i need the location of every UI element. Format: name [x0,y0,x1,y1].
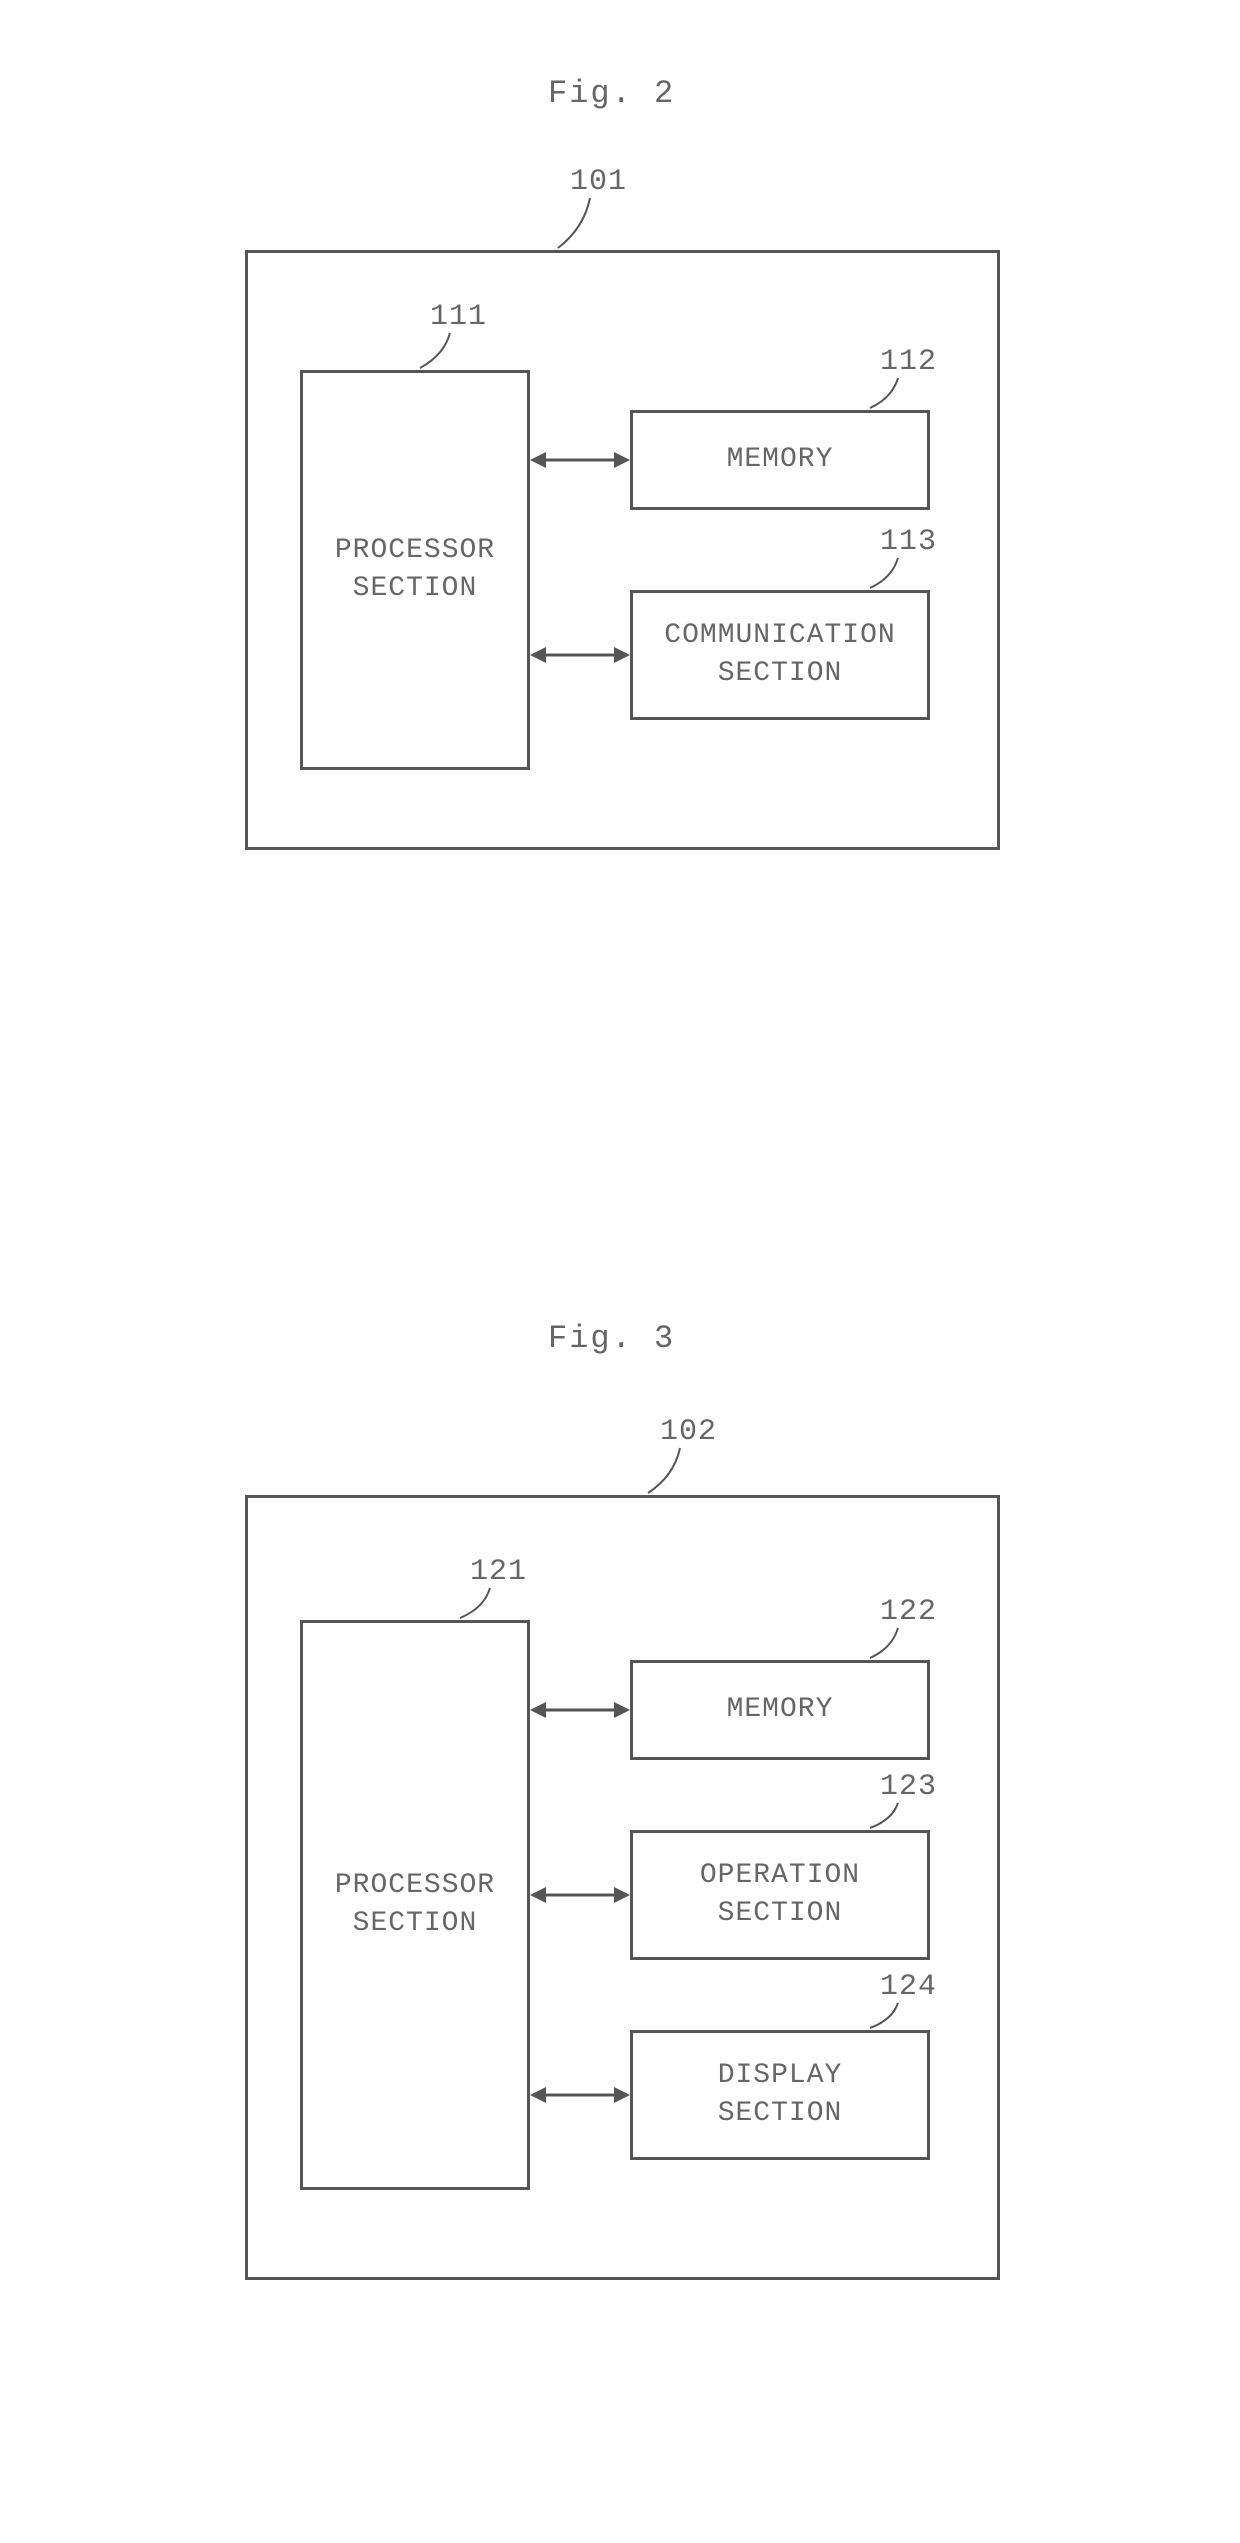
fig3-arrow-operation [530,1882,630,1908]
fig3-arrow-display [530,2082,630,2108]
fig3-display-leader [0,0,1240,2543]
fig3-arrow-memory [530,1697,630,1723]
page: Fig. 2 101 PROCESSOR SECTION 111 MEMORY … [0,0,1240,2543]
